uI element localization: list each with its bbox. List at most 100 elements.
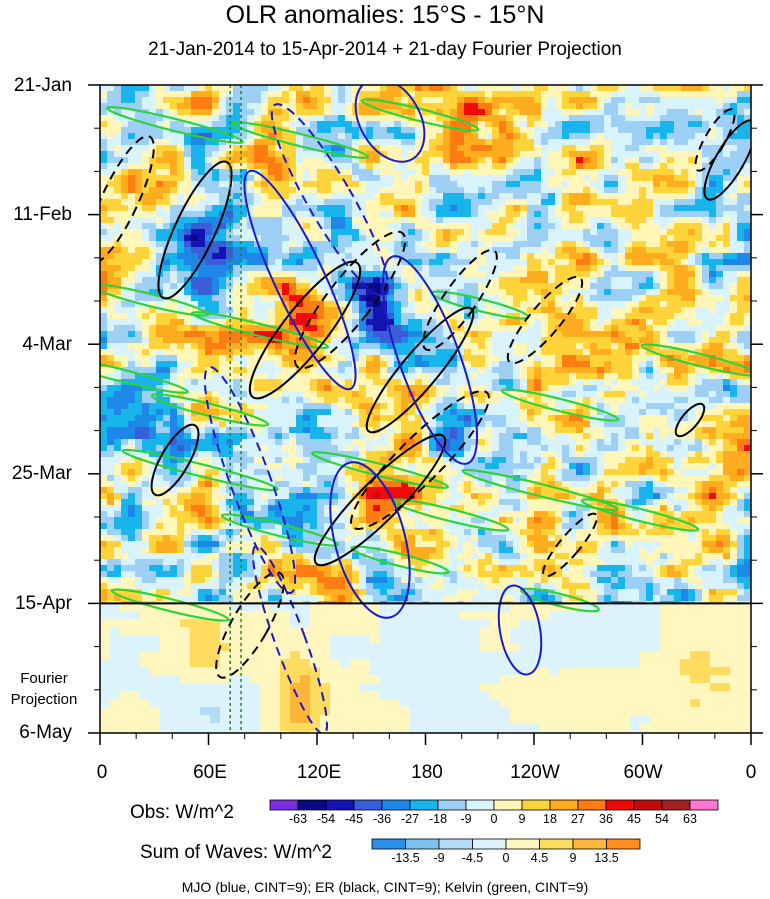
obs-colorbar-tick-label: -18 [429, 812, 447, 826]
kelvin-contour [350, 545, 450, 575]
kelvin-contour [100, 355, 190, 395]
kelvin-contour [110, 588, 230, 622]
kelvin-contour [580, 498, 700, 532]
er-contour [100, 135, 155, 265]
obs-colorbar-tick-label: -54 [317, 812, 335, 826]
waves-colorbar-swatch [438, 838, 473, 850]
waves-colorbar-swatch [539, 838, 574, 850]
er-contour [694, 108, 736, 172]
obs-colorbar-label: Obs: W/m^2 [130, 802, 234, 823]
y-tick-label: 25-Mar [11, 463, 72, 484]
er-contour [248, 260, 362, 400]
waves-colorbar-tick-label: 4.5 [531, 851, 548, 865]
obs-colorbar-swatch [521, 799, 551, 811]
mjo-contour [329, 461, 411, 619]
waves-colorbar-tick-label: -4.5 [462, 851, 484, 865]
mjo-contour [354, 85, 426, 163]
obs-anomaly-field [100, 85, 751, 603]
obs-colorbar-swatch [381, 799, 411, 811]
obs-colorbar-swatch [661, 799, 691, 811]
contour-legend-footer: MJO (blue, CINT=9); ER (black, CINT=9); … [181, 879, 589, 895]
obs-colorbar-tick-label: -63 [289, 812, 307, 826]
kelvin-contour [105, 105, 245, 145]
waves-colorbar-swatch [606, 838, 641, 850]
y-tick-label: 4-Mar [22, 334, 72, 355]
x-tick-label: 60W [623, 762, 663, 783]
obs-colorbar-swatch [549, 799, 579, 811]
obs-colorbar-tick-label: 0 [491, 812, 498, 826]
obs-colorbar-tick-label: 27 [571, 812, 585, 826]
waves-colorbar-tick-label: 0 [503, 851, 510, 865]
obs-colorbar-tick-label: 9 [519, 812, 526, 826]
obs-colorbar-tick-label: -36 [373, 812, 391, 826]
er-contour [150, 423, 200, 497]
kelvin-contour [520, 587, 600, 613]
projection-field [100, 603, 751, 733]
kelvin-contour [121, 448, 279, 492]
plot-axes [88, 84, 763, 745]
er-contour [350, 390, 490, 530]
obs-colorbar-tick-label: 45 [627, 812, 641, 826]
waves-colorbar-label: Sum of Waves: W/m^2 [140, 842, 332, 863]
er-contour [157, 160, 233, 300]
waves-colorbar-swatch [505, 838, 540, 850]
kelvin-contour [310, 450, 450, 490]
er-contour [674, 402, 706, 438]
er-contour [506, 275, 584, 365]
obs-colorbar-swatch [269, 799, 299, 811]
kelvin-contour [461, 468, 619, 512]
obs-colorbar-swatch [605, 799, 635, 811]
er-contour [703, 119, 751, 201]
obs-colorbar-swatch [353, 799, 383, 811]
mjo-contour [243, 169, 357, 391]
obs-colorbar-swatch [437, 799, 467, 811]
obs-colorbar-swatch [493, 799, 523, 811]
mjo-contour [381, 255, 479, 465]
waves-colorbar-tick-label: -13.5 [391, 851, 420, 865]
obs-colorbar-tick-label: -9 [460, 812, 471, 826]
waves-colorbar-tick-label: 13.5 [594, 851, 618, 865]
waves-colorbar-tick-label: 9 [570, 851, 577, 865]
obs-colorbar-swatch [325, 799, 355, 811]
obs-colorbar-tick-label: 54 [655, 812, 669, 826]
kelvin-contour [360, 98, 480, 132]
kelvin-contour [220, 513, 340, 547]
obs-colorbar-swatch [633, 799, 663, 811]
y-tick-label: 21-Jan [13, 75, 72, 96]
er-contour [313, 433, 447, 567]
er-contour [215, 571, 285, 679]
y-tick-label: 11-Feb [13, 204, 72, 225]
x-tick-label: 0 [96, 762, 108, 783]
x-tick-label: 180 [411, 762, 443, 783]
kelvin-contour [500, 388, 620, 422]
waves-colorbar-swatch [405, 838, 440, 850]
obs-colorbar-swatch [409, 799, 439, 811]
obs-colorbar-swatch [577, 799, 607, 811]
kelvin-contour [230, 120, 370, 160]
y-tick-label: 6-May [19, 722, 72, 743]
reference-longitude-lines [229, 85, 242, 733]
kelvin-contour [150, 393, 270, 427]
obs-colorbar-swatch [465, 799, 495, 811]
obs-colorbar-tick-label: -45 [345, 812, 363, 826]
chart-subtitle: 21-Jan-2014 to 15-Apr-2014 + 21-day Four… [148, 39, 622, 60]
obs-colorbar-swatch [297, 799, 327, 811]
obs-colorbar-tick-label: 18 [543, 812, 557, 826]
er-contour [422, 249, 498, 351]
mjo-contour [270, 103, 390, 297]
waves-colorbar-swatch [472, 838, 507, 850]
mjo-contour [203, 366, 297, 594]
waves-colorbar-tick-label: -9 [433, 851, 444, 865]
kelvin-contour [640, 343, 751, 377]
waves-colorbar-swatch [371, 838, 406, 850]
chart-title: OLR anomalies: 15°S - 15°N [225, 1, 545, 29]
mjo-contour [252, 544, 328, 733]
x-tick-label: 60E [193, 762, 227, 783]
er-contour [365, 306, 475, 434]
colorbars: -63 -54 -45 -36 -27 -18 -9 0 9 18 27 36 45 54 63-13.5-… [269, 799, 719, 865]
x-tick-label: 120W [510, 762, 560, 783]
kelvin-contour [100, 283, 210, 317]
obs-colorbar-tick-label: -27 [401, 812, 419, 826]
x-tick-label: 0 [745, 762, 757, 783]
